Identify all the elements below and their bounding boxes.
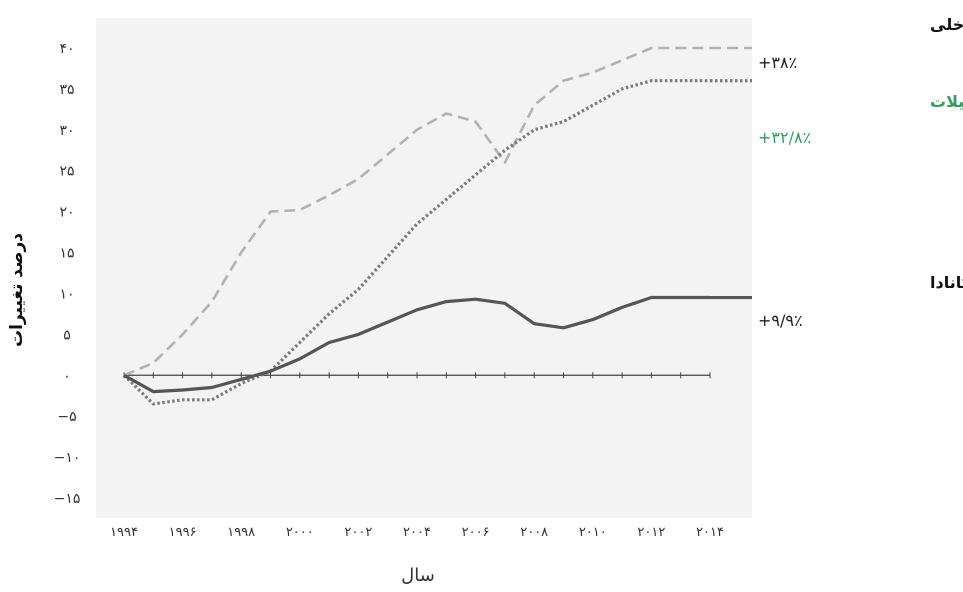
y-tick-label: ۲۰ [59,205,74,221]
zero-baseline [123,372,711,379]
series-lines [122,46,752,406]
series-name-label: تولید ناخالص داخلی [930,15,963,34]
series-line-3 [123,295,710,394]
x-tick-label: ۱۹۹۶ [169,525,197,540]
x-tick-label: ۱۹۹۴ [110,525,138,540]
x-tick-label: ۲۰۰۴ [403,525,431,540]
y-tick-label: ۴۰ [59,41,74,57]
series-line-1 [123,46,710,377]
y-tick-label: −۵ [57,409,76,425]
x-tick-label: ۲۰۰۸ [520,525,548,540]
series-value-label: +۹/۹٪ [758,311,803,330]
x-tick-label: ۲۰۰۶ [462,525,490,540]
series-name-label: تحصیلات [930,92,963,111]
y-tick-label: ۳۰ [59,123,74,139]
x-tick-label: ۲۰۱۴ [696,525,724,540]
series-value-label: +۳۸٪ [758,53,797,72]
y-tick-label: ۱۵ [59,246,74,262]
y-tick-label: ۵ [63,327,71,343]
x-tick-label: ۲۰۱۲ [637,525,665,540]
series-name-label: شاخص به‌زیستی کانادا [930,273,963,292]
y-tick-label: ۰ [63,368,71,384]
y-tick-label: ۳۵ [59,82,74,98]
y-tick-label: −۱۵ [54,491,81,507]
x-tick-label: ۲۰۰۲ [344,525,372,540]
y-tick-labels: ۴۰ ۳۵ ۳۰ ۲۵ ۲۰ ۱۵ ۱۰ ۵ ۰ −۵ −۱۰ −۱۵ [54,41,81,507]
series-labels: تولید ناخالص داخلی +۳۸٪ تحصیلات +۳۲/۸٪ شاخص … [758,15,963,330]
x-tick-label: ۱۹۹۸ [227,525,255,540]
y-tick-label: ۲۵ [59,164,74,180]
y-tick-label: −۱۰ [54,450,81,466]
x-tick-label: ۲۰۱۰ [579,525,607,540]
x-tick-labels: ۱۹۹۴ ۱۹۹۶ ۱۹۹۸ ۲۰۰۰ ۲۰۰۲ ۲۰۰۴ ۲۰۰۶ ۲۰۰۸ ۲۰۱۰ ۲۰۱۲… [110,525,724,540]
y-axis-title: درصد تغییرات [7,233,27,347]
x-axis-title: سال [401,565,435,586]
series-line-2 [122,79,710,406]
x-tick-label: ۲۰۰۰ [286,525,314,540]
plot-background [96,18,752,518]
series-value-label: +۳۲/۸٪ [758,128,811,147]
y-tick-label: ۱۰ [59,286,74,302]
